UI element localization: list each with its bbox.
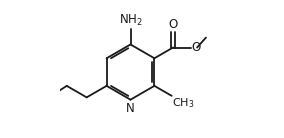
Text: O: O	[168, 18, 178, 31]
Text: N: N	[126, 102, 135, 115]
Text: CH$_3$: CH$_3$	[172, 97, 195, 110]
Text: NH$_2$: NH$_2$	[119, 13, 142, 28]
Text: O: O	[192, 41, 201, 54]
